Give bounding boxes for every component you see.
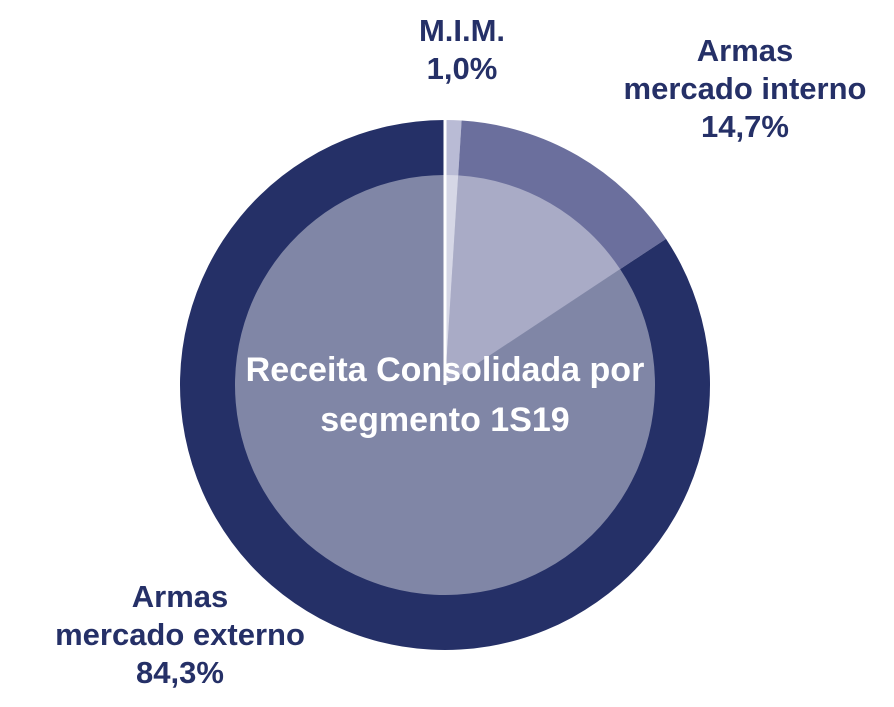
category-label: Armas mercado externo (55, 579, 305, 652)
category-label: M.I.M. (418, 13, 506, 48)
category-label: Armas mercado interno (623, 33, 867, 106)
value-label: 14,7% (701, 109, 789, 144)
slice-label: M.I.M. 1,0% (419, 12, 505, 88)
slice-label: Armas mercado externo 84,3% (55, 578, 305, 692)
value-label: 1,0% (426, 51, 498, 86)
slice (445, 120, 462, 385)
chart-title: Receita Consolidada por segmento 1S19 (245, 351, 645, 439)
slice-label: Armas mercado interno 14,7% (624, 32, 867, 146)
slice-inner (445, 175, 459, 385)
slice-inner (445, 175, 621, 385)
slice (180, 120, 710, 650)
value-label: 84,3% (136, 655, 224, 690)
slice (445, 120, 667, 385)
